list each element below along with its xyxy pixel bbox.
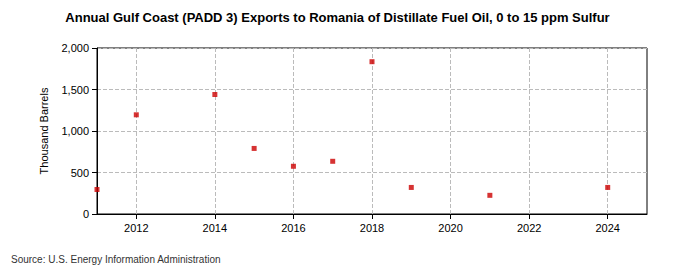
svg-text:2014: 2014 xyxy=(203,222,227,234)
svg-text:500: 500 xyxy=(71,167,89,179)
svg-text:1,000: 1,000 xyxy=(61,125,89,137)
svg-text:Thousand Barrels: Thousand Barrels xyxy=(38,87,50,174)
svg-text:0: 0 xyxy=(83,208,89,220)
svg-text:1,500: 1,500 xyxy=(61,84,89,96)
svg-text:2,000: 2,000 xyxy=(61,42,89,54)
svg-text:2012: 2012 xyxy=(124,222,148,234)
svg-text:2016: 2016 xyxy=(281,222,305,234)
svg-text:Source: U.S. Energy Informatio: Source: U.S. Energy Information Administ… xyxy=(11,254,221,265)
svg-text:2024: 2024 xyxy=(595,222,619,234)
svg-text:Annual Gulf Coast (PADD 3) Exp: Annual Gulf Coast (PADD 3) Exports to Ro… xyxy=(65,10,609,25)
svg-text:2020: 2020 xyxy=(438,222,462,234)
svg-text:2022: 2022 xyxy=(517,222,541,234)
svg-text:2018: 2018 xyxy=(360,222,384,234)
